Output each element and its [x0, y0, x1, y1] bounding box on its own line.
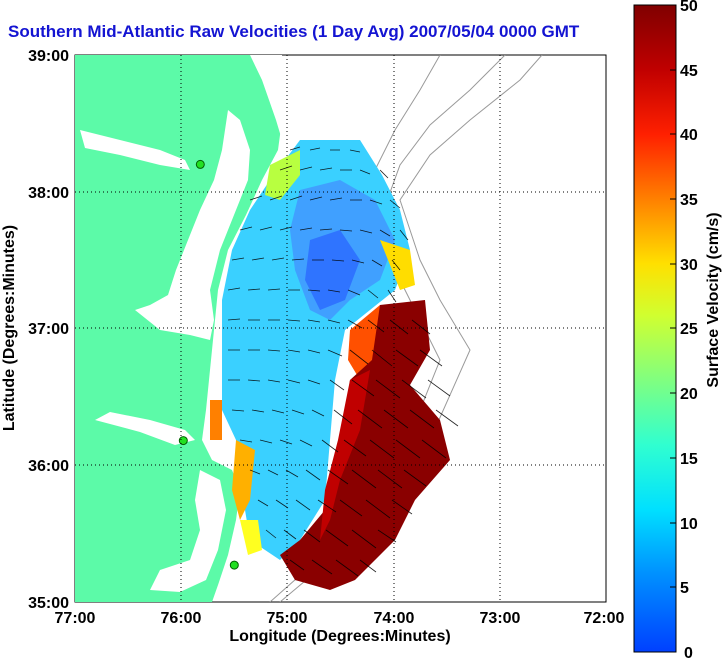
x-tick-label: 72:00	[584, 610, 625, 627]
x-axis-label: Longitude (Degrees:Minutes)	[229, 628, 450, 645]
velocity-field	[210, 140, 450, 590]
colorbar-tick-label: 40	[680, 127, 698, 144]
station-markers	[178, 159, 239, 570]
x-tick-label: 77:00	[55, 610, 96, 627]
x-tick-label: 75:00	[267, 610, 308, 627]
y-axis-label: Latitude (Degrees:Minutes)	[1, 225, 18, 431]
station-marker[interactable]	[178, 436, 188, 446]
map-plot-area[interactable]	[74, 54, 607, 603]
colorbar-tick-label: 20	[680, 386, 698, 403]
x-tick-label: 73:00	[480, 610, 521, 627]
y-tick-label: 35:00	[28, 595, 69, 612]
colorbar-label: Surface Velocity (cm/s)	[705, 212, 722, 387]
y-tick-label: 37:00	[28, 321, 69, 338]
land-mass	[75, 55, 282, 602]
colorbar-tick-label: 50	[680, 0, 698, 15]
y-tick-labels: 39:00 38:00 37:00 36:00 35:00	[28, 48, 69, 612]
x-tick-labels: 77:00 76:00 75:00 74:00 73:00 72:00	[55, 610, 625, 627]
graticule-grid	[75, 55, 606, 602]
y-tick-label: 38:00	[28, 185, 69, 202]
y-tick-label: 39:00	[28, 48, 69, 65]
chart-title: Southern Mid-Atlantic Raw Velocities (1 …	[8, 22, 580, 41]
station-marker[interactable]	[229, 560, 239, 570]
colorbar-tick-label: 35	[680, 192, 698, 209]
x-tick-label: 74:00	[374, 610, 415, 627]
colorbar-tick-label: 30	[680, 257, 698, 274]
colorbar-tick-label: 5	[680, 580, 689, 597]
x-tick-label: 76:00	[161, 610, 202, 627]
colorbar-gradient	[633, 4, 677, 653]
colorbar: 50 45 40 35 30 25 20 15 10 5 0 Surface V…	[633, 0, 722, 659]
y-tick-label: 36:00	[28, 458, 69, 475]
velocity-vectors	[227, 146, 459, 577]
colorbar-tick-label: 45	[680, 63, 698, 80]
colorbar-tick-label: 15	[680, 451, 698, 468]
colorbar-tick-label: 0	[684, 645, 693, 659]
colorbar-tick-label: 10	[680, 516, 698, 533]
colorbar-tick-label: 25	[680, 321, 698, 338]
station-marker[interactable]	[195, 159, 205, 169]
